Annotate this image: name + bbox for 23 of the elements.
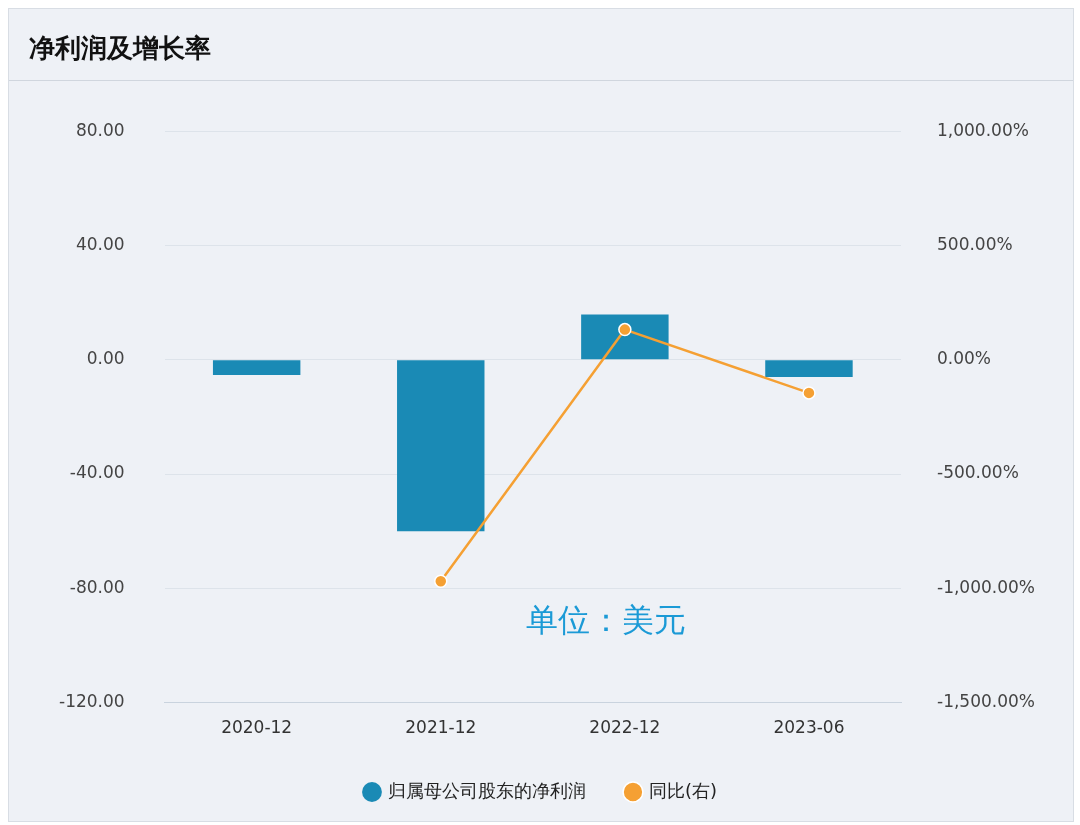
y2-tick-label: -1,000.00% [937, 576, 1036, 597]
chart-title: 净利润及增长率 [9, 9, 1073, 81]
x-tick-label: 2021-12 [405, 717, 477, 738]
point [802, 386, 816, 400]
x-tick-label: 2023-06 [773, 717, 845, 738]
y-tick-label: 0.00 [86, 348, 125, 369]
legend-label: 同比(右) [648, 779, 718, 801]
y-tick-label: -120.00 [58, 691, 125, 712]
y-tick-label: -40.00 [69, 462, 125, 483]
y-tick-label: 80.00 [75, 119, 125, 140]
legend-label: 归属母公司股东的净利润 [387, 779, 586, 801]
y-tick-label: 40.00 [75, 233, 125, 254]
x-tick-label: 2022-12 [589, 717, 661, 738]
y2-tick-label: 500.00% [937, 233, 1013, 254]
y-tick-label: -80.00 [69, 576, 125, 597]
x-tick-label: 2020-12 [221, 717, 293, 738]
y2-tick-label: -500.00% [937, 462, 1019, 483]
annotation: 单位：美元 [526, 600, 687, 639]
point [618, 322, 632, 337]
y2-tick-label: -1,500.00% [937, 691, 1036, 712]
point [434, 574, 448, 588]
y2-tick-label: 1,000.00% [937, 119, 1029, 140]
y2-tick-label: 0.00% [937, 348, 992, 369]
